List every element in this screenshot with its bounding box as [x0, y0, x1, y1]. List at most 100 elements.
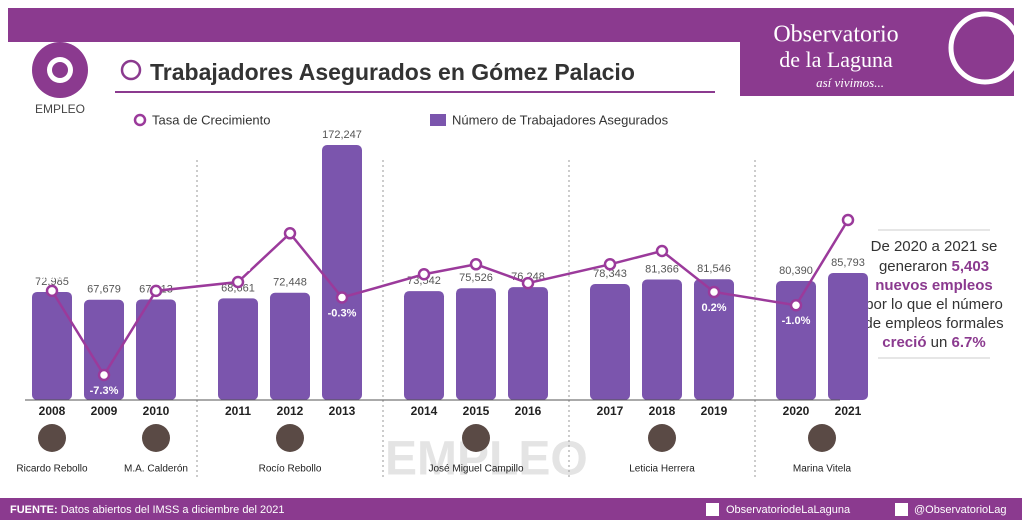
- source-text: Datos abiertos del IMSS a diciembre del …: [61, 504, 285, 516]
- x-tick-label: 2021: [835, 404, 862, 418]
- bar: [508, 287, 548, 400]
- growth-point: [151, 286, 161, 296]
- note-line: por lo que el número: [865, 296, 1003, 313]
- note-line: creció un 6.7%: [882, 334, 985, 351]
- bar: [828, 273, 868, 400]
- logo-subtitle: de la Laguna: [779, 47, 893, 72]
- bar-value-label: 75,526: [459, 272, 493, 284]
- bar: [322, 145, 362, 400]
- growth-point: [843, 215, 853, 225]
- portrait: [462, 424, 490, 452]
- growth-label: 1.1%: [225, 262, 250, 274]
- portrait: [38, 424, 66, 452]
- twitter-handle: @ObservatorioLag: [914, 504, 1007, 516]
- x-tick-label: 2009: [91, 404, 118, 418]
- bar-value-label: 67,679: [87, 284, 121, 296]
- portrait: [808, 424, 836, 452]
- growth-point: [337, 293, 347, 303]
- bar: [456, 288, 496, 400]
- bar: [776, 281, 816, 400]
- administration-name: Leticia Herrera: [629, 464, 695, 475]
- growth-label: 6.7%: [835, 200, 860, 212]
- portrait: [648, 424, 676, 452]
- legend-marker: [135, 115, 145, 125]
- side-note: De 2020 a 2021 se generaron 5,403 nuevos…: [864, 238, 1003, 351]
- bar-value-label: 81,366: [645, 263, 679, 275]
- x-tick-label: 2015: [463, 404, 490, 418]
- x-tick-label: 2008: [39, 404, 66, 418]
- chart-title: Trabajadores Asegurados en Gómez Palacio: [150, 59, 635, 85]
- x-tick-label: 2011: [225, 404, 251, 418]
- legend-label: Número de Trabajadores Asegurados: [452, 112, 669, 127]
- growth-label: -7.3%: [90, 385, 119, 397]
- administration-name: M.A. Calderón: [124, 464, 188, 475]
- note-highlight: creció: [882, 334, 926, 351]
- growth-label: 0.3%: [143, 271, 168, 283]
- x-tick-label: 2012: [277, 404, 304, 418]
- bar: [642, 280, 682, 400]
- facebook-icon: [706, 503, 719, 516]
- x-tick-label: 2016: [515, 404, 542, 418]
- growth-label: 2.7%: [597, 244, 622, 256]
- note-highlight: 5,403: [952, 258, 990, 275]
- growth-point: [99, 370, 109, 380]
- administration-name: Marina Vitela: [793, 464, 852, 475]
- bar-value-label: 85,793: [831, 257, 865, 269]
- logo-title: Observatorio: [773, 22, 898, 48]
- twitter-icon: [895, 503, 908, 516]
- growth-point: [285, 228, 295, 238]
- gear-core: [52, 62, 68, 78]
- growth-point: [791, 300, 801, 310]
- x-tick-label: 2018: [649, 404, 676, 418]
- growth-point: [233, 277, 243, 287]
- growth-label: 3.9%: [649, 231, 674, 243]
- growth-label: 2.7%: [463, 244, 488, 256]
- bar-value-label: 81,546: [697, 263, 731, 275]
- source-label: FUENTE:: [10, 504, 58, 516]
- note-line: generaron 5,403: [879, 258, 989, 275]
- growth-label: 5.5%: [277, 213, 302, 225]
- bar-value-label: 80,390: [779, 265, 813, 277]
- x-tick-label: 2010: [143, 404, 170, 418]
- infographic: Observatorio de la Laguna así vivimos...…: [0, 0, 1022, 520]
- logo-tagline: así vivimos...: [816, 75, 884, 90]
- growth-point: [471, 259, 481, 269]
- facebook-handle: ObservatoriodeLaLaguna: [726, 504, 851, 516]
- portrait: [276, 424, 304, 452]
- growth-label: 1.8%: [411, 254, 436, 266]
- administration-name: Rocío Rebollo: [259, 464, 322, 475]
- x-tick-label: 2020: [783, 404, 810, 418]
- note-line: De 2020 a 2021 se: [871, 238, 998, 255]
- growth-label: 0.3%: [39, 271, 64, 283]
- note-line: de empleos formales: [864, 315, 1003, 332]
- legend-swatch: [430, 114, 446, 126]
- growth-point: [709, 287, 719, 297]
- note-text: un: [931, 334, 948, 351]
- bar-value-label: 172,247: [322, 129, 362, 141]
- growth-point: [657, 246, 667, 256]
- growth-label: -0.3%: [328, 307, 357, 319]
- x-tick-label: 2013: [329, 404, 356, 418]
- growth-label: 0.2%: [701, 302, 726, 314]
- growth-label: -1.0%: [782, 315, 811, 327]
- growth-point: [605, 259, 615, 269]
- legend-label: Tasa de Crecimiento: [152, 112, 271, 127]
- note-highlight: nuevos empleos: [875, 277, 993, 294]
- x-tick-label: 2019: [701, 404, 728, 418]
- portrait: [142, 424, 170, 452]
- section-label: EMPLEO: [35, 102, 85, 116]
- growth-point: [523, 278, 533, 288]
- growth-point: [47, 286, 57, 296]
- bar: [590, 284, 630, 400]
- administration-name: Ricardo Rebollo: [16, 464, 88, 475]
- bar: [32, 292, 72, 400]
- bar-value-label: 72,448: [273, 277, 307, 289]
- note-highlight: 6.7%: [952, 334, 986, 351]
- x-tick-label: 2017: [597, 404, 624, 418]
- note-text: generaron: [879, 258, 947, 275]
- growth-point: [419, 269, 429, 279]
- footer-source: FUENTE: Datos abiertos del IMSS a diciem…: [10, 504, 285, 516]
- growth-label: 1.0%: [515, 263, 540, 275]
- x-tick-label: 2014: [411, 404, 438, 418]
- bar: [218, 298, 258, 400]
